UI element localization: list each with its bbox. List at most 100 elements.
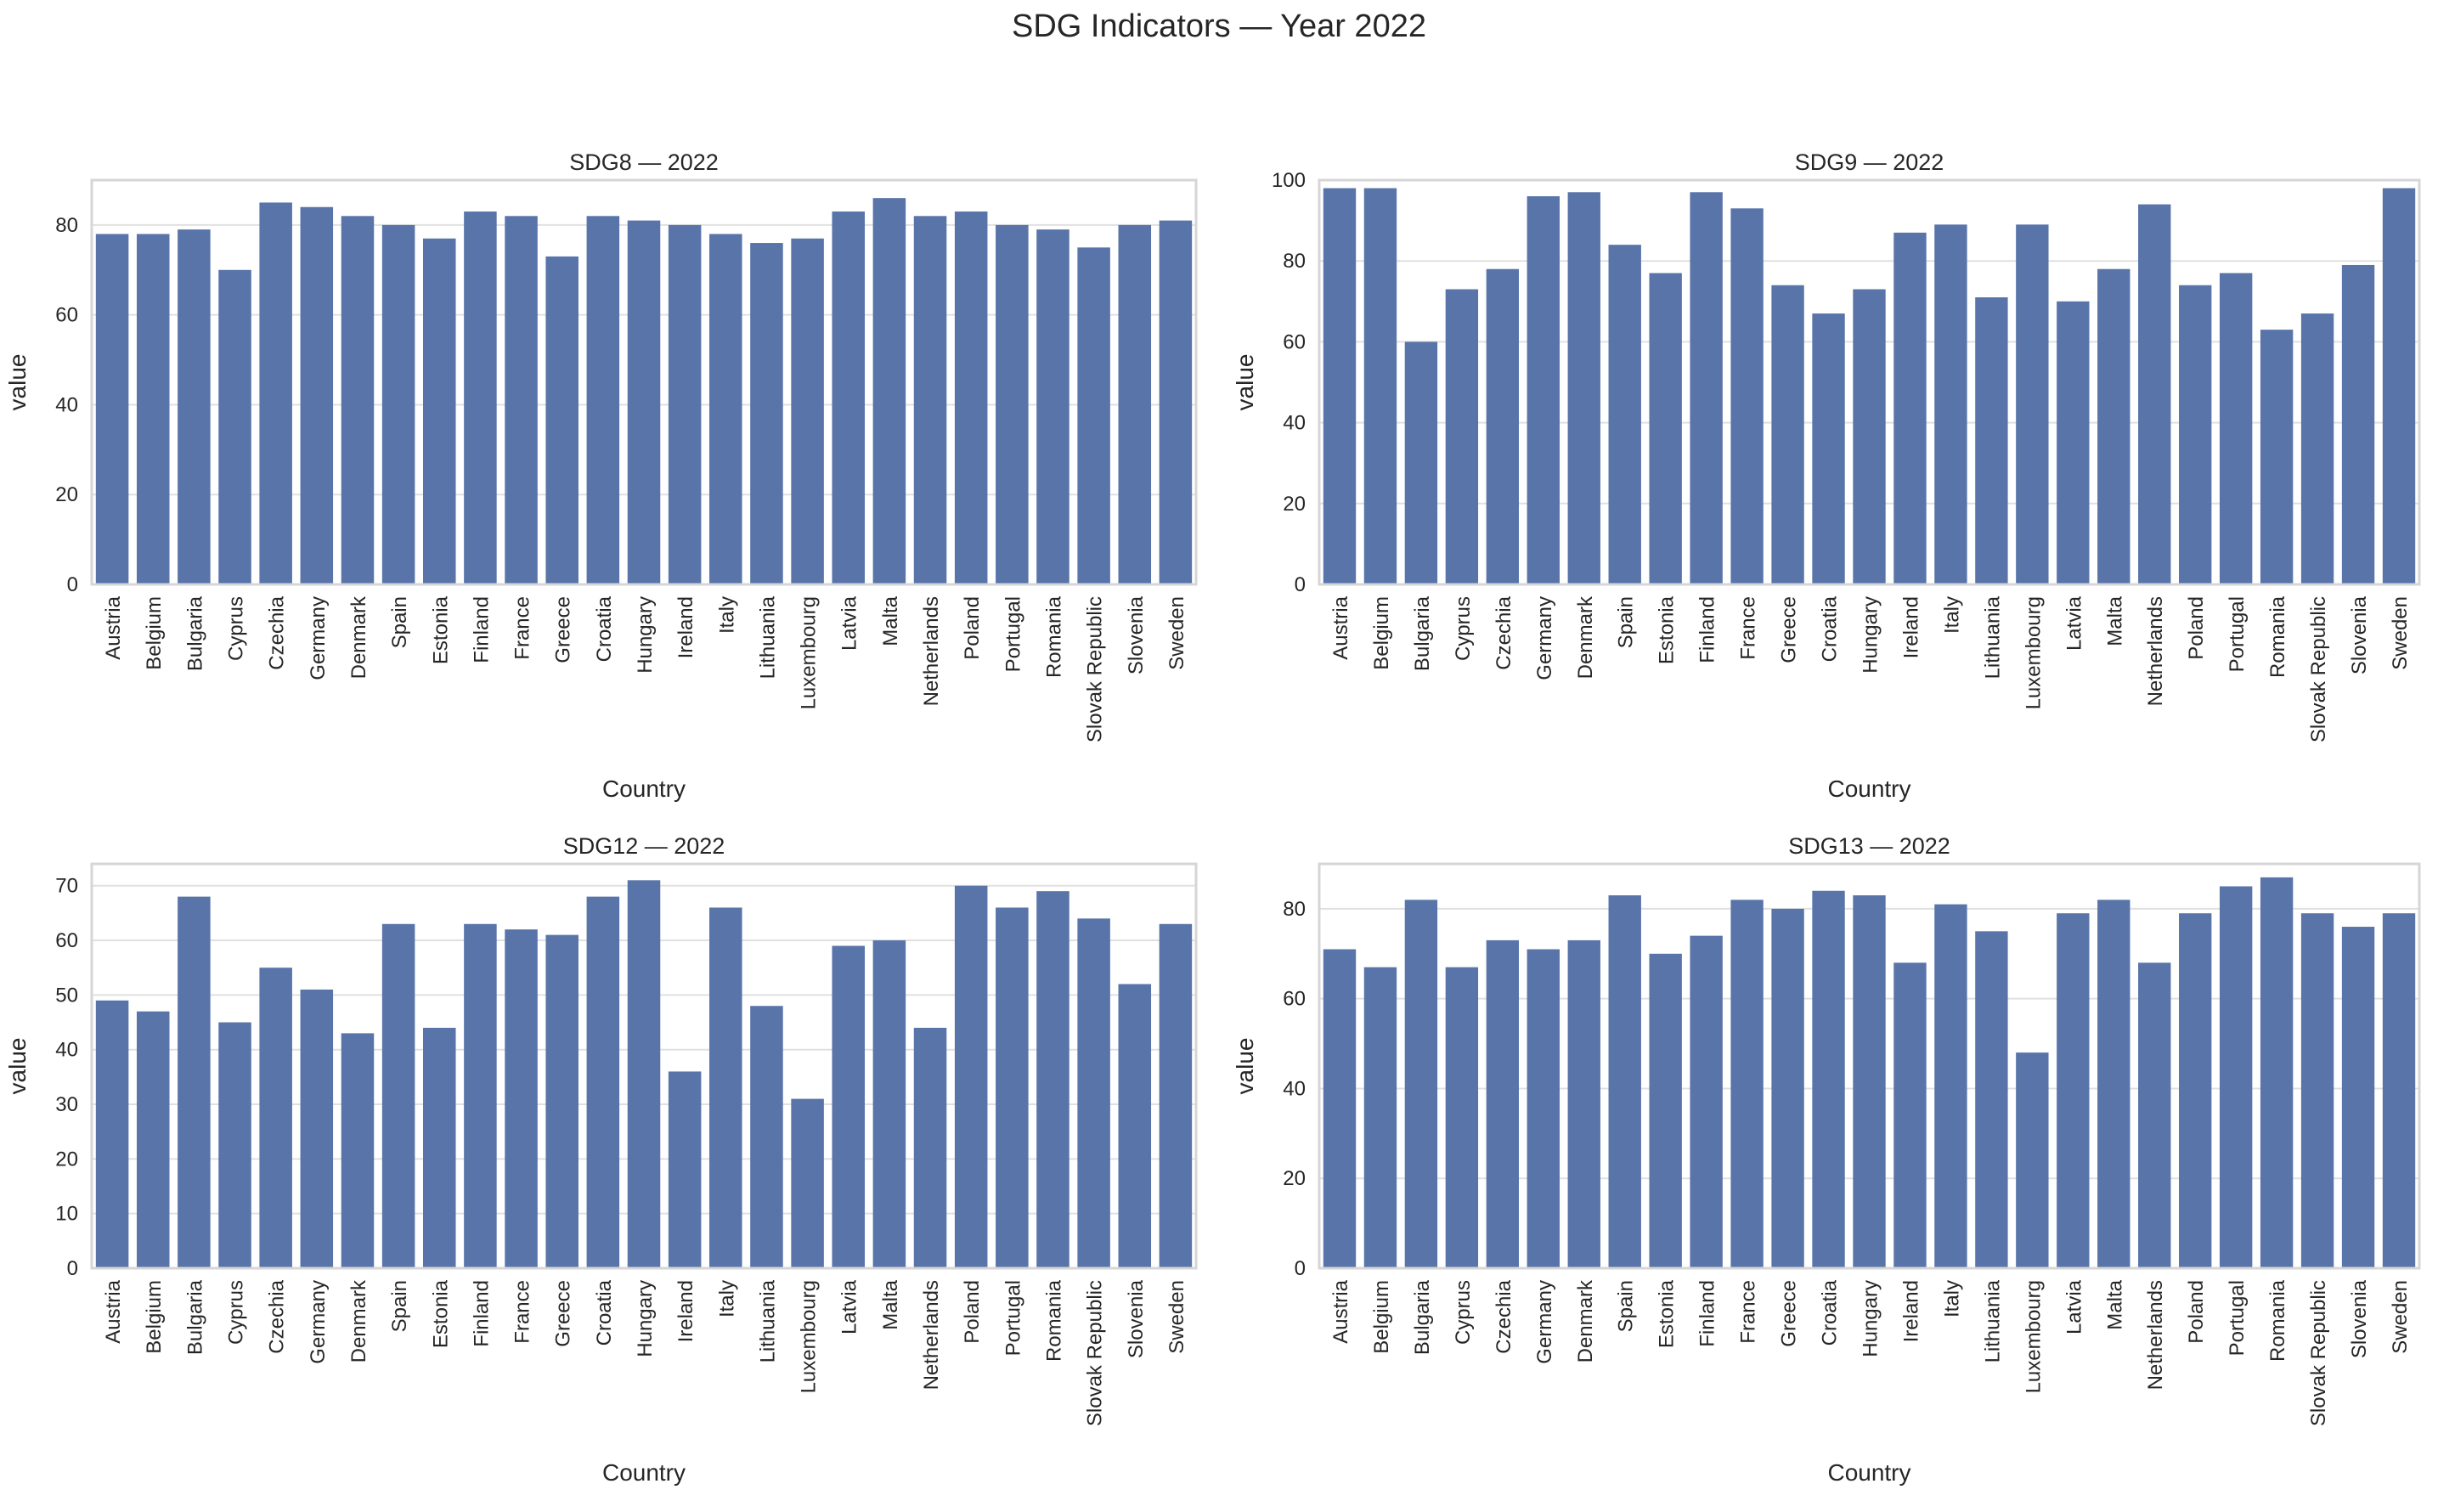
x-tick-label: Portugal [2226,596,2249,672]
x-tick-label: Denmark [1574,595,1597,679]
bar [1690,935,1723,1268]
x-tick-label: Poland [961,596,984,660]
y-tick-label: 70 [55,875,78,898]
chart-panel-sdg13: SDG13 — 2022 0 20 40 60 80 Austria Belgium Bulga… [1219,828,2438,1508]
chart-svg: SDG9 — 2022 0 20 40 60 80 100 Austria Belgium Bul… [1232,150,2421,802]
bar [913,1027,947,1268]
x-tick-label: Greece [1778,1280,1801,1347]
x-tick-label: Greece [552,1280,575,1347]
plot-frame [90,862,1198,1270]
x-tick-label: Malta [879,1279,902,1329]
x-tick-label: Latvia [2063,1279,2085,1334]
x-tick-label: Austria [1329,1279,1352,1343]
chart-title: SDG9 — 2022 [1795,150,1944,175]
y-tick-label: 0 [67,573,78,596]
x-tick-label: Estonia [429,1279,452,1348]
x-tick-label: Austria [1329,595,1352,659]
x-tick-label: Ireland [1899,1280,1922,1342]
bar [1608,895,1641,1268]
chart-title: SDG12 — 2022 [563,833,725,859]
chart-panel-sdg12: SDG12 — 2022 0 10 20 30 40 50 60 70 Austria Belgiu… [0,828,1219,1508]
x-tick-label: Croatia [1819,595,1842,662]
bar [668,1071,702,1268]
x-tick-label: Slovak Republic [1084,596,1107,742]
bar [750,1006,783,1268]
bar [259,968,292,1268]
x-tick-label: Finland [1696,596,1719,663]
bar [545,256,578,584]
x-tick-label: Italy [1940,596,1963,634]
x-tick-label: Cyprus [225,1280,248,1345]
x-tick-label: Slovenia [1125,1279,1148,1358]
x-tick-label: Spain [1615,1280,1638,1332]
x-tick-label: Czechia [266,1279,289,1353]
x-tick-label: Bulgaria [1411,595,1434,671]
bar [872,198,906,584]
chart-panel-sdg9: SDG9 — 2022 0 20 40 60 80 100 Austria Belgium Bul… [1219,144,2438,824]
x-tick-label: Lithuania [756,595,779,679]
bar [2219,886,2253,1268]
plot-frame [1318,862,2421,1270]
x-tick-label: Netherlands [2144,596,2167,706]
y-tick-label: 80 [55,214,78,237]
bar [872,940,906,1268]
x-tick-label: Denmark [1574,1279,1597,1362]
bar [1771,285,1804,584]
chart-svg: SDG12 — 2022 0 10 20 30 40 50 60 70 Austria Belgiu… [4,833,1198,1486]
x-tick-label: Ireland [674,596,697,658]
x-tick-label: Poland [2185,596,2208,660]
plot-frame [1318,178,2421,586]
x-tick-label: Finland [470,1280,493,1347]
x-tick-label: Lithuania [1981,595,2004,679]
bar [1690,192,1723,584]
x-tick-label: Ireland [674,1280,697,1342]
x-tick-label: France [1737,596,1760,660]
x-tick-label: Romania [2266,595,2289,678]
x-tick-label: Poland [2185,1280,2208,1344]
bar [1771,908,1804,1268]
bar [95,234,129,584]
bar [1159,220,1193,584]
bar [1323,188,1357,584]
x-tick-label: Germany [1533,596,1556,680]
bar [423,238,456,584]
x-tick-label: Latvia [838,595,861,651]
bar [464,212,497,584]
x-tick-label: Czechia [1493,1279,1515,1353]
x-tick-label: Cyprus [225,596,248,661]
bar [709,907,742,1268]
bar [2382,913,2416,1268]
x-tick-label: Netherlands [920,596,943,706]
x-tick-label: Hungary [634,596,657,674]
bar [2179,285,2212,584]
bar [750,243,783,584]
bar [341,1033,375,1268]
chart-svg: SDG8 — 2022 0 20 40 60 80 Austria Belgium Bulgar… [4,150,1198,802]
bar [300,206,334,584]
x-tick-label: Czechia [1493,595,1515,669]
bar [1853,289,1886,584]
x-tick-label: Denmark [347,1279,370,1362]
bar [627,880,661,1268]
bar [668,224,702,584]
y-tick-label: 40 [1283,412,1306,435]
x-tick-label: Belgium [1370,596,1393,670]
bar [1853,895,1886,1268]
bar [1159,923,1193,1268]
bar [791,238,824,584]
y-axis-label: value [4,1038,31,1095]
x-tick-label: Slovenia [2348,1279,2371,1358]
x-tick-label: Slovak Republic [2307,1280,2330,1426]
bar [627,220,661,584]
bar [1975,931,2008,1268]
x-axis-label: Country [602,776,686,802]
bar [791,1098,824,1268]
bar [996,907,1029,1268]
bar [2219,273,2253,584]
y-tick-label: 0 [1295,573,1306,596]
y-tick-label: 20 [55,1148,78,1171]
y-tick-label: 20 [55,483,78,506]
y-tick-label: 100 [1272,169,1306,192]
x-tick-label: Sweden [1165,1280,1188,1354]
x-tick-label: Finland [1696,1280,1719,1347]
